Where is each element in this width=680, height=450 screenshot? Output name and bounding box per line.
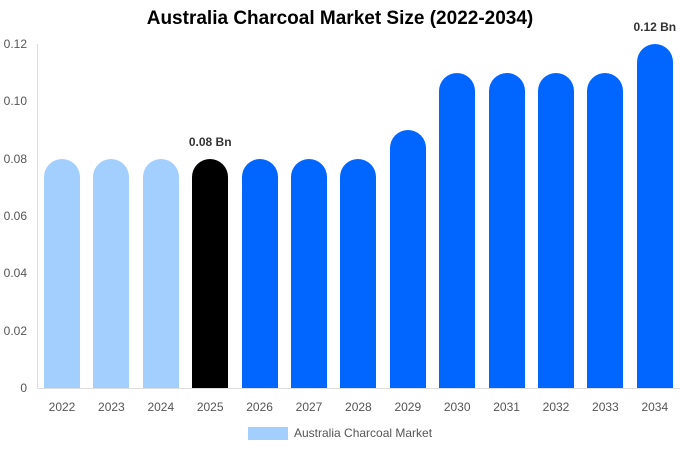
bar-2025[interactable] <box>192 158 229 388</box>
y-tick-label: 0.10 <box>3 94 27 109</box>
chart-title: Australia Charcoal Market Size (2022-203… <box>146 8 534 29</box>
bar-2029[interactable] <box>389 130 426 388</box>
y-tick-label: 0 <box>20 381 27 395</box>
data-label: 0.08 Bn <box>188 134 232 149</box>
x-tick-label: 2033 <box>592 400 619 414</box>
x-tick-label: 2025 <box>196 400 224 414</box>
y-tick-label: 0.02 <box>3 323 27 338</box>
legend-swatch <box>248 426 288 440</box>
bar-2022[interactable] <box>44 158 80 388</box>
legend[interactable]: Australia Charcoal Market <box>248 426 432 440</box>
bar-2027[interactable] <box>291 158 327 388</box>
bar-2034[interactable] <box>636 44 673 388</box>
x-tick-label: 2032 <box>542 400 570 414</box>
bar-2026[interactable] <box>241 158 278 388</box>
y-tick-label: 0.04 <box>3 266 27 281</box>
bar-2031[interactable] <box>488 72 525 388</box>
bar-2028[interactable] <box>340 158 377 388</box>
y-axis-line <box>37 44 38 389</box>
bar-2032[interactable] <box>538 72 574 388</box>
bar-2030[interactable] <box>439 72 476 388</box>
x-tick-label: 2022 <box>48 400 76 414</box>
x-tick-label: 2028 <box>345 400 372 414</box>
x-tick-label: 2023 <box>98 400 125 414</box>
bar-2033[interactable] <box>587 72 624 388</box>
legend-label: Australia Charcoal Market <box>294 426 433 440</box>
y-tick-label: 0.06 <box>3 209 27 223</box>
y-tick-label: 0.12 <box>3 37 27 51</box>
bar-2024[interactable] <box>142 158 179 388</box>
bar-2023[interactable] <box>93 158 130 388</box>
data-label: 0.12 Bn <box>633 20 677 34</box>
x-tick-label: 2027 <box>295 400 323 414</box>
x-axis-line <box>37 388 680 389</box>
x-tick-label: 2034 <box>641 400 669 414</box>
x-tick-label: 2026 <box>246 400 273 414</box>
x-tick-label: 2029 <box>394 400 422 414</box>
y-tick-label: 0.08 <box>3 151 27 166</box>
x-tick-label: 2030 <box>443 400 471 414</box>
x-tick-label: 2024 <box>147 400 175 414</box>
x-tick-label: 2031 <box>493 400 520 414</box>
